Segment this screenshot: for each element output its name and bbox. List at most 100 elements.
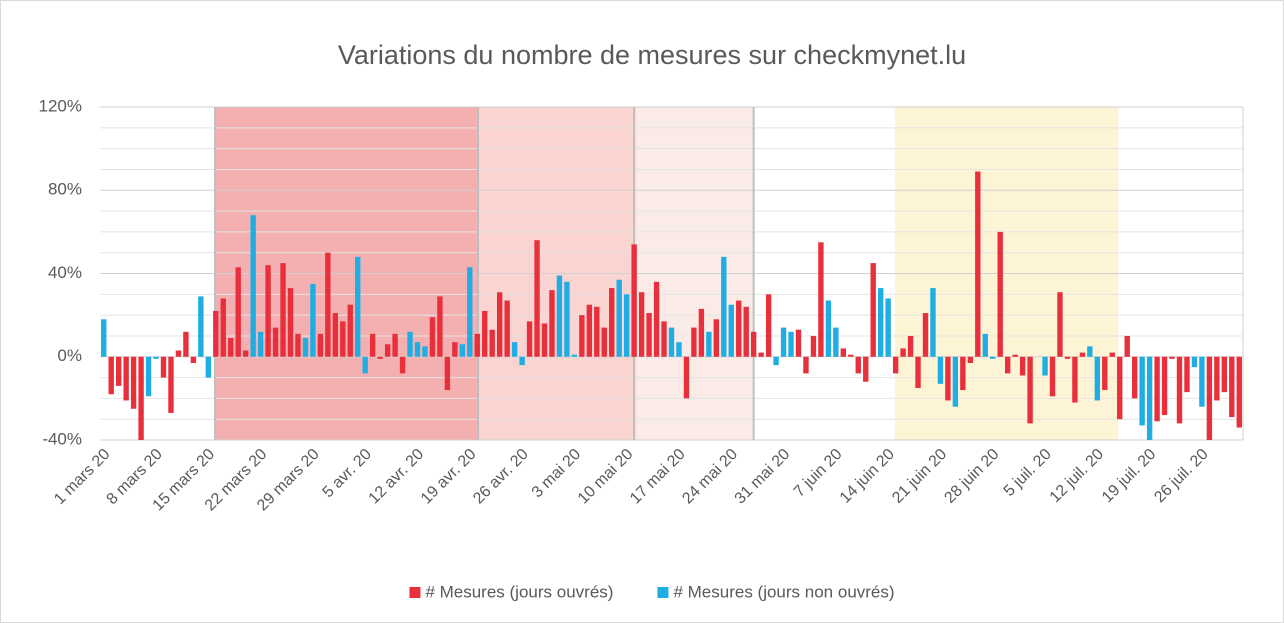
bar bbox=[594, 306, 600, 357]
bar bbox=[220, 298, 226, 357]
bar bbox=[691, 327, 697, 357]
bar bbox=[683, 356, 690, 399]
bar bbox=[310, 283, 316, 357]
bar bbox=[937, 356, 944, 384]
bar bbox=[930, 288, 936, 357]
bar bbox=[272, 327, 279, 357]
bar bbox=[183, 331, 189, 357]
bar bbox=[1191, 356, 1198, 368]
bar bbox=[773, 356, 779, 366]
bar bbox=[280, 263, 286, 357]
bar bbox=[668, 327, 675, 357]
bar bbox=[892, 356, 899, 374]
bar bbox=[474, 333, 480, 357]
bar bbox=[623, 294, 630, 357]
chart-title: Variations du nombre de mesures sur chec… bbox=[338, 40, 966, 70]
bar bbox=[840, 348, 847, 357]
legend-swatch bbox=[657, 587, 669, 598]
legend-label: # Mesures (jours ouvrés) bbox=[425, 582, 613, 601]
bar bbox=[168, 356, 174, 413]
bar bbox=[123, 356, 129, 401]
bar bbox=[721, 256, 727, 357]
bar bbox=[257, 331, 264, 357]
bar bbox=[833, 327, 839, 357]
bar bbox=[1154, 356, 1160, 422]
bar bbox=[496, 292, 503, 357]
bar bbox=[332, 313, 339, 357]
bar bbox=[145, 356, 152, 397]
bar bbox=[1049, 356, 1056, 397]
y-tick-label: 120% bbox=[39, 96, 82, 115]
bar bbox=[780, 327, 787, 357]
bar bbox=[1176, 356, 1183, 424]
legend-label: # Mesures (jours non ouvrés) bbox=[673, 582, 894, 601]
bar bbox=[1064, 356, 1071, 359]
bar bbox=[511, 342, 518, 357]
bar bbox=[579, 315, 585, 357]
bar bbox=[818, 242, 824, 357]
bar bbox=[340, 321, 346, 357]
bar bbox=[429, 317, 436, 357]
bar bbox=[736, 300, 742, 357]
bar bbox=[1124, 335, 1130, 357]
y-tick-label: 40% bbox=[48, 263, 82, 282]
bar bbox=[982, 333, 988, 357]
bar bbox=[556, 275, 563, 357]
bar bbox=[1146, 356, 1153, 440]
bar bbox=[758, 352, 764, 357]
bar bbox=[160, 356, 167, 378]
bar bbox=[101, 319, 107, 357]
bar bbox=[1012, 354, 1018, 357]
bar bbox=[750, 331, 757, 357]
bar bbox=[1102, 356, 1108, 391]
bar bbox=[945, 356, 951, 401]
bar bbox=[190, 356, 197, 363]
bar bbox=[384, 344, 391, 357]
bar bbox=[549, 290, 555, 357]
bar bbox=[952, 356, 959, 407]
bar bbox=[1087, 346, 1093, 357]
bar bbox=[960, 356, 966, 391]
bar bbox=[788, 331, 794, 357]
bar bbox=[1214, 356, 1220, 401]
bar bbox=[676, 342, 682, 357]
bar bbox=[863, 356, 869, 382]
bar bbox=[1206, 356, 1213, 440]
y-tick-label: 0% bbox=[57, 346, 82, 365]
bar bbox=[728, 304, 734, 357]
y-tick-label: -40% bbox=[42, 429, 82, 448]
bar bbox=[130, 356, 137, 409]
bar bbox=[1079, 352, 1086, 357]
bar bbox=[765, 294, 772, 357]
bar bbox=[287, 288, 294, 357]
bar bbox=[810, 335, 817, 357]
bar bbox=[541, 323, 548, 357]
bar bbox=[407, 331, 413, 357]
bar bbox=[198, 296, 204, 357]
bar bbox=[482, 310, 488, 357]
bar bbox=[1042, 356, 1048, 376]
bar bbox=[115, 356, 122, 386]
bar bbox=[877, 288, 884, 357]
bar bbox=[795, 329, 802, 357]
bar bbox=[1184, 356, 1190, 393]
bar bbox=[922, 313, 929, 357]
bar bbox=[631, 244, 637, 357]
bar bbox=[1057, 292, 1063, 357]
y-tick-label: 80% bbox=[48, 180, 82, 199]
bar bbox=[743, 306, 749, 357]
bar bbox=[235, 267, 241, 357]
bar bbox=[399, 356, 406, 374]
bar bbox=[153, 356, 159, 359]
bar bbox=[526, 321, 533, 357]
bar bbox=[302, 338, 309, 357]
bar bbox=[915, 356, 921, 388]
bar bbox=[885, 298, 891, 357]
bar bbox=[1221, 356, 1228, 393]
bar bbox=[967, 356, 974, 363]
bar bbox=[1139, 356, 1145, 426]
bar bbox=[1236, 356, 1242, 428]
bar bbox=[1117, 356, 1123, 420]
bar bbox=[997, 231, 1003, 357]
